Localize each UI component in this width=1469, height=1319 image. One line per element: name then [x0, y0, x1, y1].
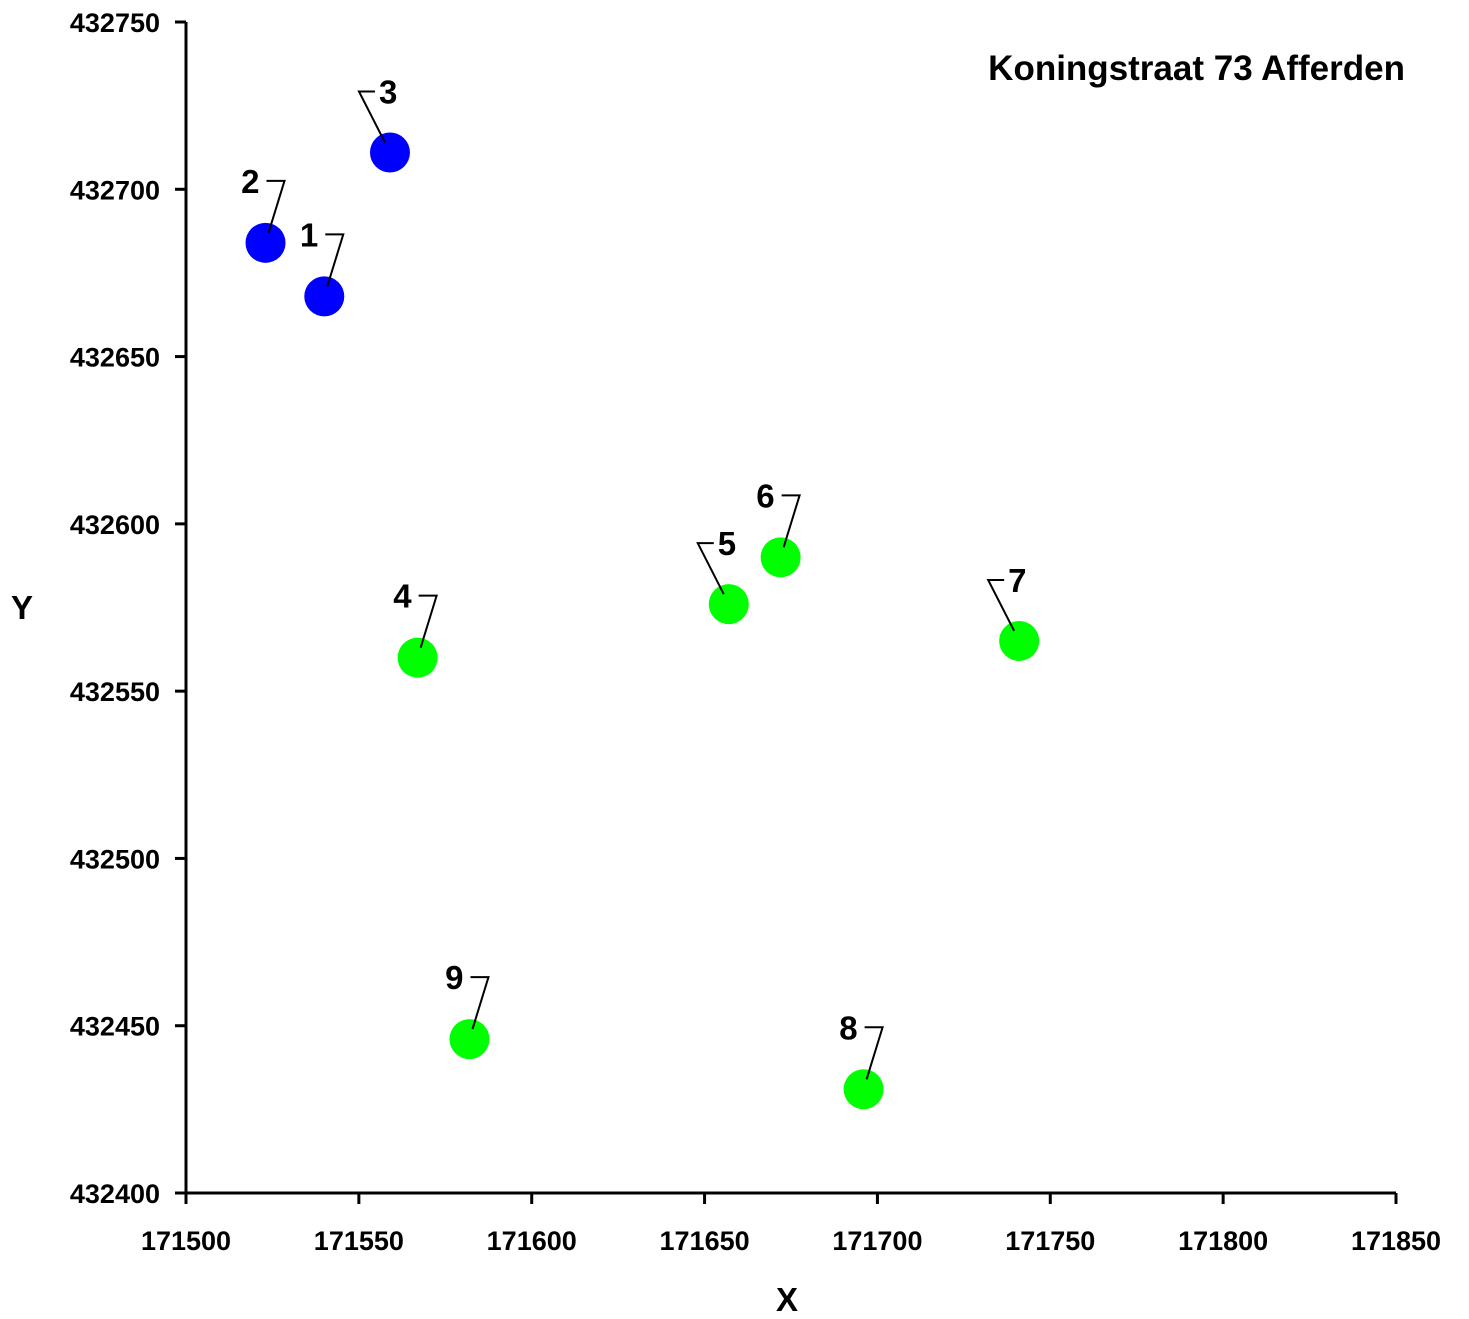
- x-tick-label: 171550: [314, 1226, 404, 1256]
- data-point-marker: [843, 1069, 884, 1110]
- data-point-callout-line: [781, 494, 801, 548]
- data-point-label: 6: [756, 477, 774, 514]
- x-tick-label: 171800: [1178, 1226, 1268, 1256]
- data-point-marker: [708, 584, 749, 625]
- data-point-marker: [999, 620, 1040, 661]
- data-point-marker: [304, 276, 345, 317]
- x-tick-label: 171750: [1005, 1226, 1095, 1256]
- data-point-label: 8: [839, 1009, 857, 1046]
- data-point-label: 2: [241, 163, 259, 200]
- data-point-callout-line: [986, 578, 1016, 632]
- x-tick-label: 171500: [141, 1226, 231, 1256]
- data-point-label: 1: [300, 216, 318, 253]
- x-tick-label: 171700: [832, 1226, 922, 1256]
- data-point-callout-line: [325, 233, 345, 287]
- y-tick-label: 432650: [70, 343, 160, 373]
- y-tick-label: 432550: [70, 677, 160, 707]
- data-point-callout-line: [864, 1026, 884, 1080]
- x-tick-label: 171600: [487, 1226, 577, 1256]
- data-point-label: 3: [379, 73, 397, 110]
- data-point-label: 4: [393, 578, 412, 615]
- data-point-marker: [760, 537, 801, 578]
- x-tick-label: 171850: [1351, 1226, 1441, 1256]
- data-point-callout-line: [470, 976, 490, 1030]
- data-point-callout-line: [266, 179, 286, 234]
- y-tick-label: 432400: [70, 1179, 160, 1209]
- data-point-label: 7: [1008, 562, 1026, 599]
- data-point-marker: [397, 637, 438, 678]
- data-point-label: 9: [445, 959, 463, 996]
- data-point-callout-line: [696, 542, 725, 595]
- y-tick-label: 432700: [70, 175, 160, 205]
- y-tick-label: 432750: [70, 8, 160, 38]
- data-point-label: 5: [718, 525, 736, 562]
- data-point-marker: [369, 132, 410, 173]
- y-axis-title: Y: [11, 589, 33, 626]
- chart-title: Koningstraat 73 Afferden: [988, 49, 1405, 88]
- data-point-marker: [449, 1019, 490, 1060]
- y-tick-label: 432450: [70, 1012, 160, 1042]
- data-points: 1 2 3 4 56 7 8 9: [241, 73, 1040, 1110]
- x-axis-title: X: [776, 1281, 798, 1318]
- data-point-marker: [245, 222, 286, 263]
- axis-ticks: 171500 171550 171600 171650 171700 171750 1718…: [70, 8, 1441, 1256]
- x-tick-label: 171650: [660, 1226, 750, 1256]
- data-point-callout-line: [357, 90, 386, 143]
- data-point-callout-line: [418, 594, 438, 648]
- y-tick-label: 432500: [70, 844, 160, 874]
- y-tick-label: 432600: [70, 510, 160, 540]
